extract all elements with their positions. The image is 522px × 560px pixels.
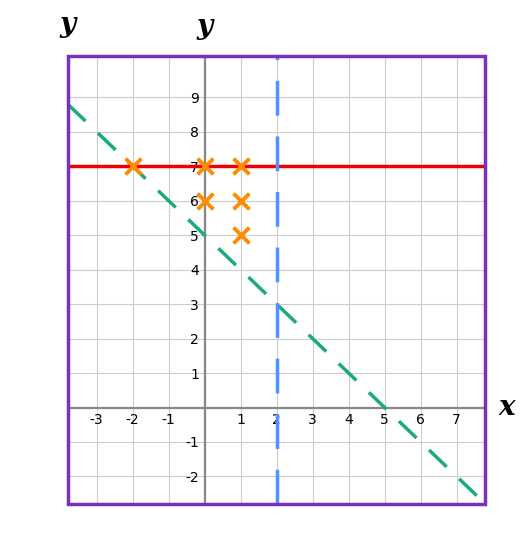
Point [200,196,209,205]
Point [128,162,137,171]
Point [236,162,245,171]
Point [236,196,245,205]
Text: x: x [498,394,515,421]
Point [236,231,245,240]
Bar [68,56,485,504]
Text: y: y [197,13,213,40]
Text: y: y [60,11,76,38]
Point [200,162,209,171]
